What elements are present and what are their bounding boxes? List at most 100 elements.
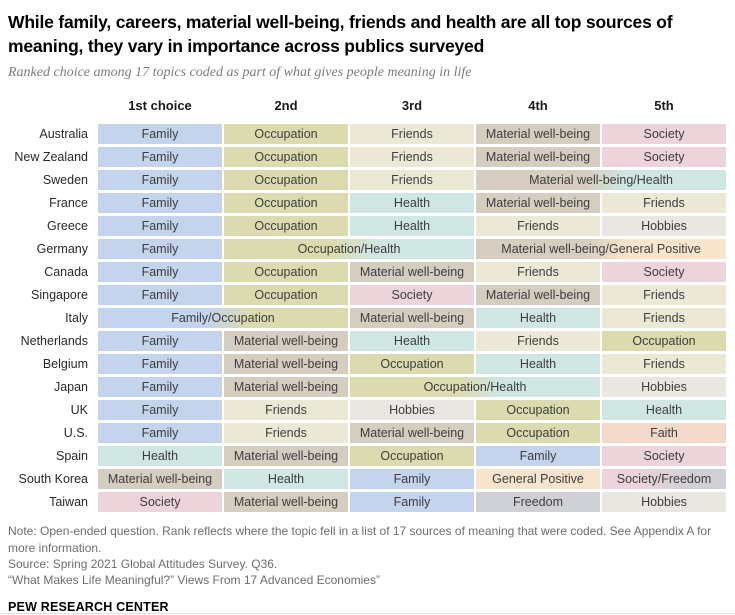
rank-cell: Faith [602, 423, 726, 444]
rank-cell: Health [602, 400, 726, 421]
column-header-row: 1st choice 2nd 3rd 4th 5th [8, 98, 726, 113]
rank-cell: Family [98, 147, 222, 168]
country-label: U.S. [8, 423, 96, 444]
rank-cell: Society [602, 147, 726, 168]
header-spacer [8, 98, 96, 113]
ranked-choice-table: Australia Family Occupation Friends Material… [8, 124, 726, 513]
rank-cell: Society/Freedom [602, 469, 726, 490]
rank-cell: Material well-being [350, 423, 474, 444]
rank-cell: Occupation [350, 446, 474, 467]
rank-cell: Family [98, 285, 222, 306]
rank-cell: Family [98, 423, 222, 444]
rank-cell: Health [476, 308, 600, 329]
rank-cell: Occupation [224, 262, 348, 283]
rank-cell: Friends [602, 193, 726, 214]
rank-cell: Material well-being [476, 147, 600, 168]
rank-cell: Material well-being [476, 285, 600, 306]
rank-cell: Friends [224, 423, 348, 444]
country-label: Taiwan [8, 492, 96, 513]
rank-cell: Occupation [224, 216, 348, 237]
rank-cell: Material well-being [224, 492, 348, 513]
rank-cell: Health [350, 216, 474, 237]
country-label: South Korea [8, 469, 96, 490]
country-label: Sweden [8, 170, 96, 191]
rank-cell: Society [602, 124, 726, 145]
rank-cell: Health [350, 331, 474, 352]
rank-cell: Family [98, 170, 222, 191]
rank-cell: Health [350, 193, 474, 214]
rank-cell: Occupation [224, 170, 348, 191]
column-header: 1st choice [128, 98, 192, 114]
rank-cell: Occupation [224, 285, 348, 306]
rank-cell: Family [98, 239, 222, 260]
rank-cell: Occupation [350, 354, 474, 375]
country-label: Japan [8, 377, 96, 398]
footer-notes: Note: Open-ended question. Rank reflects… [8, 523, 726, 588]
rank-cell: Family/Occupation [98, 308, 348, 329]
rank-cell: Material well-being [350, 308, 474, 329]
rank-cell: Occupation/Health [350, 377, 600, 398]
country-label: Australia [8, 124, 96, 145]
rank-cell: Occupation [602, 331, 726, 352]
rank-cell: Material well-being [98, 469, 222, 490]
rank-cell: Material well-being [476, 124, 600, 145]
rank-cell: Occupation [476, 400, 600, 421]
rank-cell: Family [350, 469, 474, 490]
rank-cell: Freedom [476, 492, 600, 513]
country-label: Germany [8, 239, 96, 260]
rank-cell: Society [350, 285, 474, 306]
bottom-divider [0, 613, 735, 614]
rank-cell: Family [350, 492, 474, 513]
rank-cell: Friends [476, 216, 600, 237]
rank-cell: Friends [350, 170, 474, 191]
rank-cell: Friends [602, 308, 726, 329]
rank-cell: Material well-being/General Positive [476, 239, 726, 260]
rank-cell: Health [224, 469, 348, 490]
rank-cell: Family [98, 124, 222, 145]
source-text: Source: Spring 2021 Global Attitudes Sur… [8, 556, 278, 571]
rank-cell: General Positive [476, 469, 600, 490]
rank-cell: Family [98, 193, 222, 214]
rank-cell: Occupation [224, 147, 348, 168]
country-label: UK [8, 400, 96, 421]
page-subtitle: Ranked choice among 17 topics coded as p… [8, 65, 472, 81]
rank-cell: Occupation/Health [224, 239, 474, 260]
rank-cell: Occupation [224, 193, 348, 214]
rank-cell: Material well-being [224, 331, 348, 352]
note-text: Note: Open-ended question. Rank reflects… [8, 524, 712, 555]
pew-research-center-brand: PEW RESEARCH CENTER [8, 599, 169, 614]
column-header: 3rd [401, 98, 423, 114]
country-label: Italy [8, 308, 96, 329]
rank-cell: Friends [224, 400, 348, 421]
rank-cell: Material well-being [476, 193, 600, 214]
rank-cell: Health [476, 354, 600, 375]
country-label: Belgium [8, 354, 96, 375]
country-label: Greece [8, 216, 96, 237]
rank-cell: Family [98, 354, 222, 375]
rank-cell: Family [98, 262, 222, 283]
rank-cell: Hobbies [602, 492, 726, 513]
rank-cell: Hobbies [602, 377, 726, 398]
rank-cell: Hobbies [602, 216, 726, 237]
rank-cell: Friends [350, 147, 474, 168]
rank-cell: Family [98, 400, 222, 421]
rank-cell: Friends [350, 124, 474, 145]
country-label: Spain [8, 446, 96, 467]
rank-cell: Friends [476, 331, 600, 352]
rank-cell: Material well-being [350, 262, 474, 283]
column-header: 2nd [274, 98, 298, 114]
rank-cell: Society [602, 262, 726, 283]
page-title: While family, careers, material well-bei… [8, 12, 673, 57]
rank-cell: Hobbies [350, 400, 474, 421]
rank-cell: Material well-being [224, 446, 348, 467]
country-label: Canada [8, 262, 96, 283]
country-label: France [8, 193, 96, 214]
country-label: Netherlands [8, 331, 96, 352]
rank-cell: Material well-being [224, 354, 348, 375]
country-label: New Zealand [8, 147, 96, 168]
rank-cell: Family [98, 216, 222, 237]
report-title-text: “What Makes Life Meaningful?” Views From… [8, 573, 380, 588]
rank-cell: Friends [476, 262, 600, 283]
column-header: 4th [528, 98, 548, 114]
rank-cell: Society [602, 446, 726, 467]
